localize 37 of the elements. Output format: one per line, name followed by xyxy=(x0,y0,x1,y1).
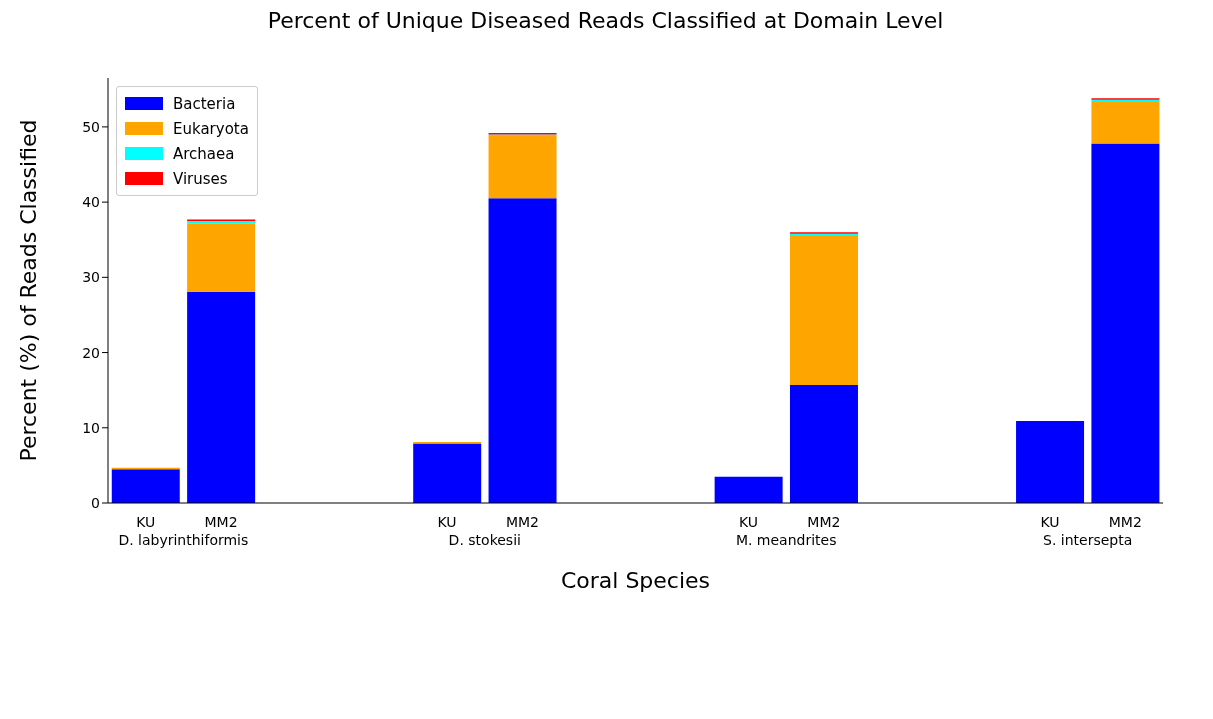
y-axis-title: Percent (%) of Reads Classified xyxy=(15,119,41,462)
bar xyxy=(789,384,858,503)
legend-label: Bacteria xyxy=(173,94,236,113)
x-tick-label: MM2 xyxy=(204,514,238,530)
x-tick-label: KU xyxy=(437,514,457,530)
bar xyxy=(714,476,783,503)
x-tick-label: MM2 xyxy=(505,514,539,530)
bar xyxy=(1016,421,1085,503)
bar xyxy=(488,135,557,199)
legend-label: Eukaryota xyxy=(173,119,249,138)
text: D. stokesii xyxy=(448,532,521,548)
chart-title: Percent of Unique Diseased Reads Classified at Domain Level xyxy=(266,8,945,35)
bar xyxy=(488,198,557,503)
bar xyxy=(789,235,858,385)
y-tick-label: 0 xyxy=(91,494,100,511)
bar xyxy=(187,223,256,292)
bar xyxy=(413,443,482,503)
y-tick-label: 40 xyxy=(82,194,100,211)
bar xyxy=(187,291,256,503)
legend-label: Archaea xyxy=(173,144,235,163)
text: S. intersepta xyxy=(1043,532,1133,548)
bar xyxy=(1091,143,1160,503)
legend-label: Viruses xyxy=(173,169,228,188)
x-tick-label: KU xyxy=(1040,514,1060,530)
x-tick-label: MM2 xyxy=(807,514,841,530)
x-tick-label: MM2 xyxy=(1108,514,1142,530)
y-tick-label: 10 xyxy=(82,419,100,436)
text: D. labyrinthiformis xyxy=(118,532,249,548)
y-tick-label: 30 xyxy=(82,269,100,286)
y-tick-label: 20 xyxy=(82,344,100,361)
text: M. meandrites xyxy=(735,532,837,548)
x-tick-label: KU xyxy=(739,514,759,530)
x-tick-label: KU xyxy=(136,514,156,530)
x-axis-title: Coral Species xyxy=(560,568,711,593)
bar xyxy=(1091,102,1160,144)
y-tick-label: 50 xyxy=(82,118,100,135)
bar xyxy=(111,469,180,503)
